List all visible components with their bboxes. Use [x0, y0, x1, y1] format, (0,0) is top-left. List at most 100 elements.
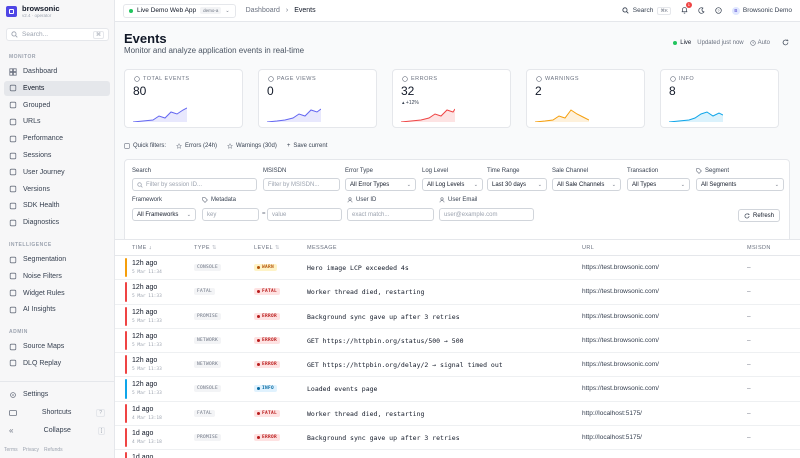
row-url[interactable]: http://localhost:5175/: [582, 434, 642, 442]
severity-bar: [125, 403, 127, 424]
row-url[interactable]: https://test.browsonic.com/: [582, 288, 659, 296]
msisdn-input[interactable]: Filter by MSISDN...: [263, 178, 340, 191]
col-time[interactable]: TIME ↓: [132, 245, 152, 251]
metadata-key-input[interactable]: key: [202, 208, 259, 221]
user-menu[interactable]: B Browsonic Demo: [731, 6, 792, 15]
sidebar-item-noise-filters[interactable]: Noise Filters: [4, 269, 110, 284]
privacy-link[interactable]: Privacy: [22, 447, 40, 453]
sidebar-item-ai-insights[interactable]: AI Insights: [4, 302, 110, 317]
brand[interactable]: browsonic v2.4 · operator: [0, 0, 114, 22]
metadata-value-placeholder: value: [272, 211, 287, 218]
shortcuts-button[interactable]: Shortcuts ?: [4, 405, 110, 420]
stat-card-errors[interactable]: ERRORS 32 ▴ +12%: [392, 69, 511, 128]
sidebar-item-versions[interactable]: Versions: [4, 182, 110, 197]
breadcrumb-dashboard[interactable]: Dashboard: [245, 7, 280, 14]
sidebar-search-input[interactable]: Search... ⌘: [6, 28, 109, 41]
sidebar-item-urls[interactable]: URLs: [4, 114, 110, 129]
sparkline: [267, 108, 321, 122]
user-id-input[interactable]: exact match...: [347, 208, 434, 221]
table-row[interactable]: 12h ago 5 Mar 11:33 NETWORK ERROR GET https:…: [115, 353, 800, 378]
row-url[interactable]: https://test.browsonic.com/: [582, 361, 659, 369]
session-search-input[interactable]: Filter by session ID...: [132, 178, 257, 191]
sidebar-item-sessions[interactable]: Sessions: [4, 148, 110, 163]
sidebar-item-performance[interactable]: Performance: [4, 131, 110, 146]
info-icon: [670, 76, 676, 82]
search-icon: [137, 181, 143, 188]
refresh-button[interactable]: Refresh: [737, 209, 780, 222]
stat-card-warnings[interactable]: WARNINGS 2: [526, 69, 645, 128]
severity-bar: [125, 452, 127, 458]
global-search-button[interactable]: Search ⌘K: [622, 6, 671, 15]
refunds-link[interactable]: Refunds: [44, 447, 63, 453]
table-row[interactable]: 12h ago 5 Mar 11:33 NETWORK ERROR GET https:…: [115, 329, 800, 354]
refresh-icon[interactable]: [782, 39, 789, 46]
stat-card-total-events[interactable]: TOTAL EVENTS 80: [124, 69, 243, 128]
app-switcher[interactable]: Live Demo Web App demo-a ⌄: [123, 3, 236, 18]
row-url[interactable]: https://test.browsonic.com/: [582, 385, 659, 393]
sidebar-item-settings[interactable]: Settings: [4, 387, 110, 402]
col-type[interactable]: TYPE ⇅: [194, 245, 217, 251]
table-row[interactable]: 12h ago 5 Mar 11:33 FATAL FATAL Worker threa…: [115, 280, 800, 305]
transaction-label: Transaction: [627, 168, 659, 174]
sidebar-item-grouped[interactable]: Grouped: [4, 98, 110, 113]
tag-icon: [202, 197, 208, 203]
table-row[interactable]: 1d ago 4 Mar 13:18 FATAL FATAL Worker thread…: [115, 402, 800, 427]
row-msisdn: –: [747, 409, 751, 417]
sale-channel-value: All Sale Channels: [557, 181, 605, 188]
quick-filter-warnings[interactable]: Warnings (30d): [227, 143, 277, 149]
stat-card-info[interactable]: INFO 8: [660, 69, 779, 128]
segment-select[interactable]: All Segments ⌄: [696, 178, 784, 191]
collapse-label: Collapse: [43, 427, 71, 434]
auto-refresh-toggle[interactable]: Auto: [749, 40, 770, 46]
table-row[interactable]: 1d ago: [115, 450, 800, 458]
sidebar-item-segmentation[interactable]: Segmentation: [4, 252, 110, 267]
row-url[interactable]: https://test.browsonic.com/: [582, 336, 659, 344]
live-indicator: Live: [673, 40, 691, 46]
notifications-button[interactable]: 1: [681, 1, 692, 16]
level-dot-icon: [257, 314, 260, 318]
row-level-text: ERROR: [262, 337, 278, 343]
sidebar-item-widget-rules[interactable]: Widget Rules: [4, 286, 110, 301]
framework-select[interactable]: All Frameworks ⌄: [132, 208, 196, 221]
diagnostics-icon: [9, 219, 17, 226]
log-level-select[interactable]: All Log Levels ⌄: [422, 178, 483, 191]
sidebar-item-dlq-replay[interactable]: DLQ Replay: [4, 356, 110, 371]
quick-filters-text: Quick filters:: [133, 143, 167, 149]
row-url[interactable]: https://test.browsonic.com/: [582, 312, 659, 320]
table-row[interactable]: 1d ago 4 Mar 13:18 PROMISE ERROR Background …: [115, 426, 800, 451]
sidebar-item-dashboard[interactable]: Dashboard: [4, 64, 110, 79]
search-icon: [11, 31, 18, 38]
sidebar-item-label: Versions: [23, 185, 50, 193]
col-level[interactable]: LEVEL ⇅: [254, 245, 280, 251]
table-row[interactable]: 12h ago 5 Mar 11:33 CONSOLE INFO Loaded even…: [115, 377, 800, 402]
error-type-select[interactable]: All Error Types ⌄: [345, 178, 416, 191]
row-url[interactable]: https://test.browsonic.com/: [582, 264, 659, 271]
sdk-health-icon: [9, 202, 17, 210]
save-filter-button[interactable]: + Save current: [287, 143, 328, 149]
table-row[interactable]: 12h ago 5 Mar 11:34 CONSOLE WARN Hero image …: [115, 256, 800, 281]
stat-card-page-views[interactable]: PAGE VIEWS 0: [258, 69, 377, 128]
collapse-button[interactable]: « Collapse [: [4, 423, 110, 438]
terms-link[interactable]: Terms: [4, 447, 18, 453]
sidebar-item-user-journey[interactable]: User Journey: [4, 165, 110, 180]
col-url: URL: [582, 244, 595, 251]
dashboard-icon: [9, 67, 17, 76]
sidebar-item-source-maps[interactable]: Source Maps: [4, 339, 110, 354]
sidebar-item-diagnostics[interactable]: Diagnostics: [4, 215, 110, 230]
brand-sub: v2.4 · operator: [22, 12, 52, 18]
sidebar-item-sdk-health[interactable]: SDK Health: [4, 198, 110, 213]
metadata-value-input[interactable]: value: [267, 208, 342, 221]
quick-filter-warnings-label: Warnings (30d): [236, 143, 277, 149]
sale-channel-select[interactable]: All Sale Channels ⌄: [552, 178, 621, 191]
transaction-select[interactable]: All Types ⌄: [627, 178, 690, 191]
help-icon[interactable]: ?: [715, 7, 722, 14]
sidebar-item-events[interactable]: Events: [4, 80, 110, 96]
table-row[interactable]: 12h ago 5 Mar 11:33 PROMISE ERROR Background…: [115, 305, 800, 329]
user-email-input[interactable]: user@example.com: [439, 208, 534, 221]
time-range-select[interactable]: Last 30 days ⌄: [487, 178, 547, 191]
app-name: Live Demo Web App: [137, 7, 197, 14]
sidebar-item-label: Events: [23, 84, 45, 92]
moon-icon[interactable]: [698, 7, 705, 14]
quick-filter-errors[interactable]: Errors (24h): [176, 143, 217, 149]
row-url[interactable]: http://localhost:5175/: [582, 409, 642, 417]
